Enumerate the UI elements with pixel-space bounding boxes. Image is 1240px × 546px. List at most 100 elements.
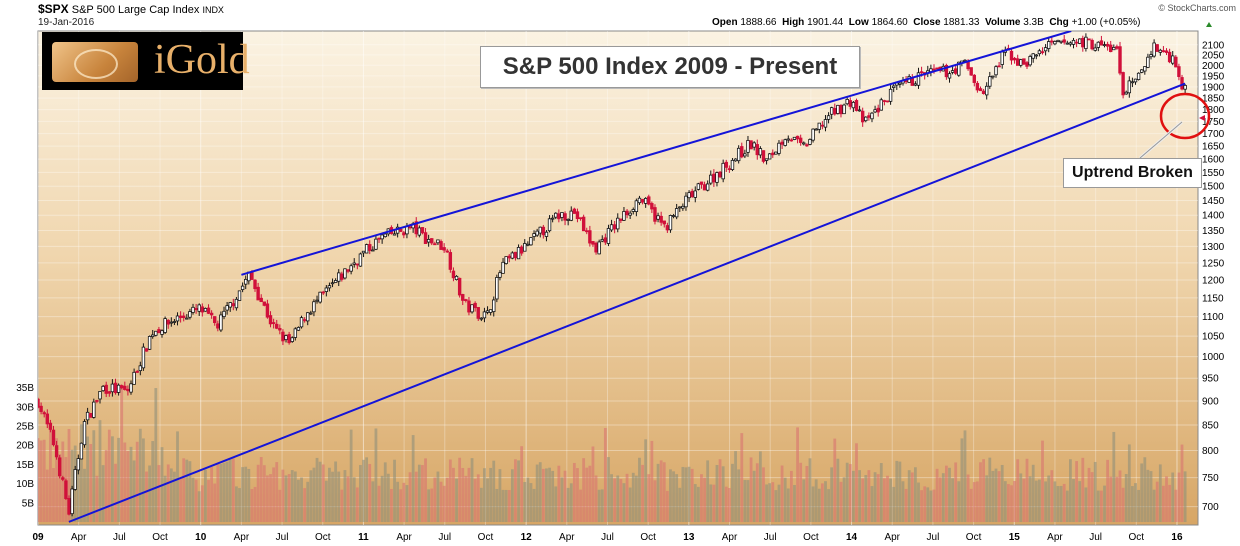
volume-bar [120, 387, 124, 522]
volume-bar [1140, 463, 1144, 522]
candle-body [1146, 56, 1150, 68]
volume-bar [396, 481, 400, 522]
volume-bar [786, 488, 790, 522]
candle-body [1040, 51, 1045, 54]
candle-body [79, 442, 84, 460]
y-tick-label: 750 [1202, 473, 1219, 484]
candle-body [1009, 50, 1014, 61]
volume-tick-label: 30B [16, 402, 34, 413]
candle-body [250, 272, 254, 280]
candle-body [1155, 44, 1159, 52]
volume-bar [1103, 485, 1106, 522]
volume-bar [746, 480, 750, 522]
volume-bar [665, 490, 669, 522]
candle-body [175, 315, 180, 322]
candle-body [479, 317, 484, 320]
candle-body [988, 76, 992, 87]
candle-body [1071, 39, 1076, 45]
volume-bar [789, 470, 793, 522]
channel-lower-line [68, 82, 1186, 523]
volume-bar [700, 474, 703, 522]
volume-bar [464, 475, 468, 522]
candle-body [876, 107, 880, 113]
candle-body [1084, 36, 1088, 50]
volume-bar [129, 446, 133, 522]
volume-bar [337, 471, 341, 522]
candle-body [206, 307, 211, 314]
volume-bar [656, 463, 660, 522]
volume-bar [1137, 489, 1141, 522]
candle-body [919, 71, 924, 74]
volume-bar [814, 479, 818, 522]
candle-body [1105, 43, 1110, 47]
volume-bar [355, 487, 359, 522]
price-candles [38, 33, 1187, 517]
volume-bar [864, 475, 868, 522]
candle-body [814, 128, 818, 131]
candle-body [975, 82, 980, 91]
volume-bar [368, 463, 372, 522]
candle-body [284, 335, 288, 341]
volume-bar [455, 478, 458, 522]
candle-body [935, 67, 939, 70]
candle-body [1183, 84, 1187, 90]
volume-bar [1158, 464, 1162, 522]
candle-body [228, 302, 232, 308]
volume-bar [1121, 487, 1125, 522]
volume-bar [839, 481, 843, 522]
candle-body [330, 282, 335, 285]
volume-bar [281, 469, 285, 522]
volume-bar [284, 475, 288, 522]
candle-body [436, 239, 440, 244]
annotation-text: Uptrend Broken [1072, 164, 1193, 181]
candle-body [705, 183, 710, 191]
volume-bar [628, 487, 632, 522]
candle-body [566, 218, 570, 221]
volume-bar [1010, 485, 1013, 522]
y-tick-label: 2050 [1202, 50, 1225, 61]
candle-body [262, 301, 267, 306]
volume-bar [114, 463, 117, 522]
volume-bar [498, 469, 502, 522]
candle-body [312, 301, 316, 313]
volume-bar [436, 471, 440, 522]
volume-bar [858, 470, 861, 522]
volume-bar [1149, 471, 1153, 522]
volume-bar [253, 486, 257, 522]
volume-bar [1053, 481, 1057, 522]
volume-bar [576, 468, 579, 522]
last-price-marker [1199, 115, 1205, 121]
volume-bar [944, 465, 948, 522]
candle-body [451, 270, 456, 279]
volume-bar [1118, 470, 1122, 522]
candle-body [718, 171, 722, 178]
volume-bar [755, 463, 759, 522]
candle-body [383, 233, 387, 238]
volume-bar [405, 485, 409, 522]
candle-body [792, 136, 797, 140]
volume-bar [1165, 476, 1168, 522]
candle-body [594, 242, 598, 253]
volume-bar [182, 458, 186, 522]
candle-body [107, 391, 112, 394]
volume-bar [644, 439, 648, 522]
x-tick-label: Oct [315, 532, 331, 543]
candle-body [826, 115, 831, 120]
candle-body [541, 226, 546, 236]
volume-bar [374, 428, 378, 522]
channel-upper-line [241, 31, 1072, 276]
volume-bar [386, 473, 390, 522]
candle-body [1022, 58, 1026, 65]
candle-body [420, 227, 425, 234]
volume-bar [929, 490, 933, 522]
volume-bar [817, 488, 821, 522]
volume-bar [740, 433, 744, 522]
candle-body [916, 72, 921, 86]
candle-body [51, 429, 56, 446]
volume-bar [758, 451, 762, 522]
candle-body [1037, 50, 1042, 55]
candle-body [110, 383, 115, 393]
candle-body [758, 148, 763, 156]
candle-body [48, 422, 53, 430]
volume-up-marker [1206, 22, 1212, 27]
